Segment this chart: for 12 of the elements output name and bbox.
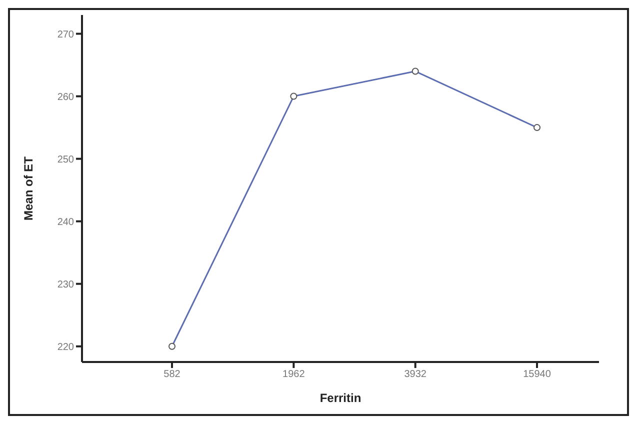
y-tick-label: 220 [57,342,74,353]
y-tick-label: 230 [57,279,74,290]
y-tick-label: 260 [57,92,74,103]
x-tick-label: 1962 [282,369,306,380]
y-tick-label: 250 [57,154,74,166]
x-axis-title: Ferritin [320,391,362,405]
y-tick-label: 240 [57,216,74,228]
y-axis-title: Mean of ET [21,156,36,221]
y-tick-label: 270 [57,29,74,40]
x-tick-label: 15940 [523,369,552,380]
x-tick-label: 582 [164,369,181,380]
x-tick-label: 3932 [404,369,427,380]
